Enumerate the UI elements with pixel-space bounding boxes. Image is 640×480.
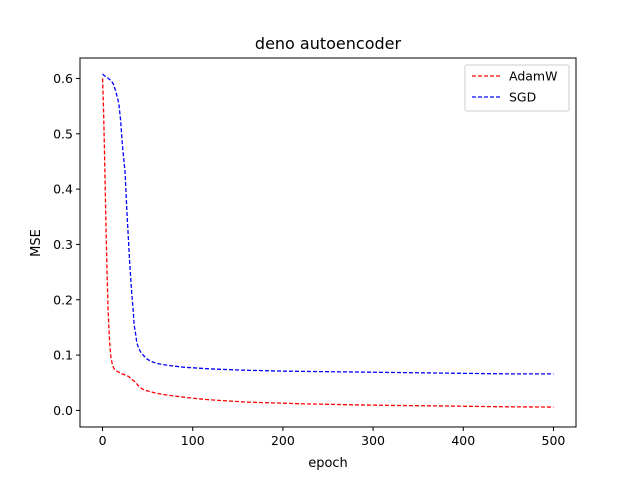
y-axis-label: MSE [29, 229, 44, 257]
legend-label-adamw: AdamW [509, 69, 557, 84]
series-line-adamw [101, 78, 554, 408]
chart-title: deno autoencoder [255, 34, 402, 53]
y-tick-label: 0.4 [53, 182, 73, 197]
x-tick-label: 0 [99, 433, 107, 448]
x-tick-label: 300 [361, 433, 385, 448]
y-tick-label: 0.3 [53, 237, 73, 252]
x-axis: 0 100 200 300 400 500 [99, 427, 566, 448]
y-tick-label: 0.5 [53, 126, 73, 141]
x-tick-label: 500 [542, 433, 566, 448]
legend: AdamW SGD [464, 64, 570, 112]
series-layer [101, 73, 554, 408]
x-tick-label: 400 [451, 433, 475, 448]
series-line-sgd [102, 73, 554, 375]
y-tick-label: 0.2 [53, 292, 73, 307]
y-tick-label: 0.1 [53, 348, 73, 363]
legend-label-sgd: SGD [509, 90, 536, 105]
x-tick-label: 200 [271, 433, 295, 448]
y-axis: 0.0 0.1 0.2 0.3 0.4 0.5 0.6 [53, 71, 80, 418]
x-tick-label: 100 [181, 433, 205, 448]
y-tick-label: 0.0 [53, 403, 73, 418]
y-tick-label: 0.6 [53, 71, 73, 86]
plot-frame [79, 57, 577, 428]
x-axis-label: epoch [308, 456, 348, 471]
